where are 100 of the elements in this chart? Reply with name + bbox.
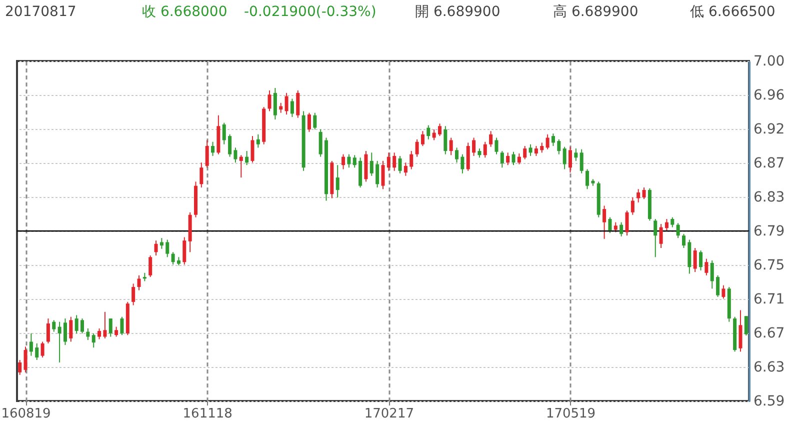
candlestick [404,162,408,176]
candlestick [296,90,300,118]
candlestick [273,87,277,120]
x-tick-label: 170519 [546,406,596,422]
candlestick [86,328,90,341]
candlestick [744,316,748,336]
candlestick [114,326,118,338]
candlestick [58,321,62,363]
candlestick [438,123,442,137]
candlestick [551,133,555,146]
candlestick [318,128,322,158]
candlestick [245,150,249,166]
candlestick [200,162,204,188]
candlestick [166,239,170,258]
candlestick [370,152,374,176]
candlestick [557,138,561,155]
candlestick [693,248,697,273]
candlestick [449,137,453,156]
candlestick [512,151,516,166]
text: 收 6.668000 [142,4,228,20]
candlestick [29,332,33,356]
candlestick [494,137,498,155]
candlestick [500,150,504,168]
candlestick [586,168,590,190]
candlestick [307,112,311,132]
y-tick-label: 6.75 [754,258,785,274]
candlestick [256,134,260,148]
candlestick [630,196,634,216]
candlestick [250,136,254,164]
text: 開 6.689900 [415,4,500,20]
candlestick [239,154,243,178]
candlestick [268,90,272,112]
candlestick [92,332,96,348]
candlestick [160,238,164,250]
y-tick-label: 6.63 [754,360,785,376]
candlestick [506,152,510,166]
candlestick [659,223,663,248]
candlestick [63,318,67,346]
candlestick [80,318,84,334]
candlestick [574,148,578,162]
x-tick-label: 160819 [1,406,51,422]
y-tick-label: 6.96 [754,88,785,104]
y-tick-label: 6.71 [754,292,785,308]
candlestick [228,134,232,158]
text: 20170817 [5,4,76,20]
candlestick [24,346,28,373]
candlestick [738,310,742,352]
candlestick [154,240,158,256]
candlestick [534,146,538,156]
candlestick [392,152,396,172]
candlestick [98,328,102,340]
candlestick [211,141,215,156]
candlestick [386,152,390,172]
candlestick [279,102,283,114]
y-tick-label: 6.79 [754,224,785,240]
candlestick [415,138,419,158]
candlestick [347,154,351,168]
candlestick [654,218,658,258]
candlestick [103,311,107,339]
y-tick-label: 6.87 [754,156,785,172]
candlestick [478,148,482,158]
candlestick [376,160,380,188]
y-tick-label: 6.92 [754,122,785,138]
candlestick [614,222,618,233]
candlestick [290,98,294,118]
candlestick [18,359,22,376]
y-tick-label: 6.83 [754,190,785,206]
candlestick [580,148,584,174]
candlestick [562,146,566,170]
candlestick [205,140,209,168]
candlestick [426,124,430,140]
candlestick [171,252,175,266]
candlestick [352,154,356,168]
candlestick [148,254,152,278]
candlestick [381,160,385,190]
y-tick-label: 7.00 [754,54,785,70]
text: -0.021900(-0.33%) [244,4,376,20]
candlestick [120,316,124,336]
candlestick [132,283,136,306]
candlestick [699,250,703,271]
candlestick [182,236,186,266]
y-tick-label: 6.59 [754,394,785,410]
candlestick [608,216,612,234]
candlestick [420,130,424,146]
candlestick [342,154,346,170]
candlestick [682,233,686,248]
x-tick-label: 170217 [364,406,414,422]
candlestick [540,142,544,154]
candlestick [284,92,288,115]
candlestick [313,112,317,130]
candlestick [410,150,414,170]
candlestick [222,122,226,145]
candlestick [444,126,448,155]
candlestick [704,258,708,276]
candlestick [455,147,459,164]
candlestick [568,146,572,174]
candlestick [472,137,476,156]
candlestick [664,218,668,232]
candlestick [74,314,78,334]
candlestick [636,188,640,203]
